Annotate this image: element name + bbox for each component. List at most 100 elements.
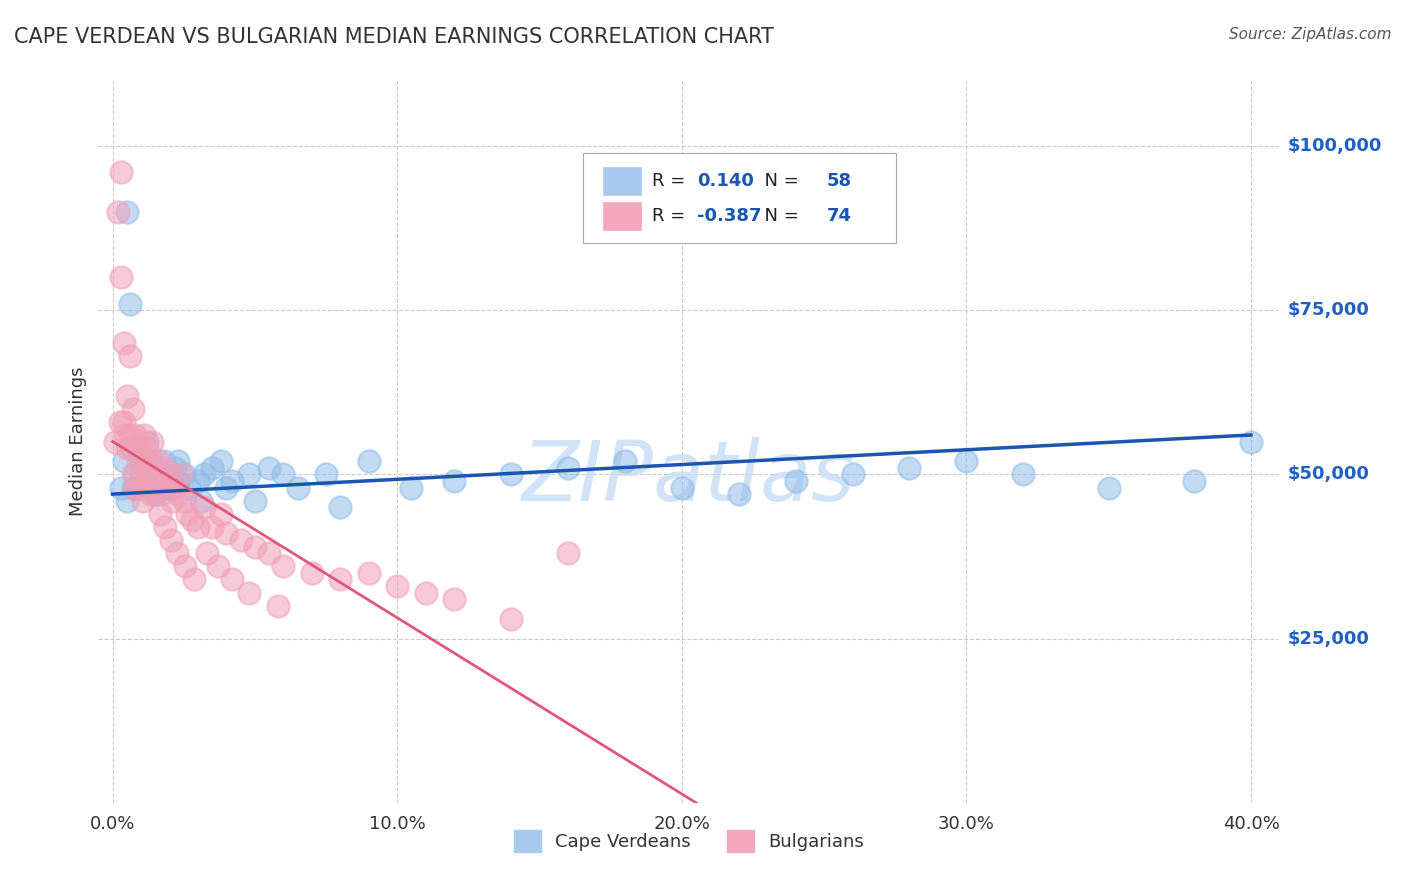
- Point: [142, 481, 165, 495]
- Point: [243, 493, 266, 508]
- Point: [148, 460, 170, 475]
- Point: [115, 388, 138, 402]
- Point: [181, 513, 204, 527]
- Point: [193, 500, 215, 515]
- Point: [201, 520, 224, 534]
- Point: [156, 481, 179, 495]
- Point: [215, 526, 238, 541]
- Point: [124, 467, 146, 482]
- Point: [149, 507, 172, 521]
- Point: [115, 493, 138, 508]
- Point: [499, 467, 522, 482]
- Point: [138, 454, 160, 468]
- Text: Source: ZipAtlas.com: Source: ZipAtlas.com: [1229, 27, 1392, 42]
- Point: [167, 454, 190, 468]
- Text: $100,000: $100,000: [1288, 137, 1382, 155]
- Point: [955, 454, 977, 468]
- Point: [143, 487, 166, 501]
- Point: [143, 467, 166, 482]
- Point: [121, 401, 143, 416]
- Point: [155, 520, 177, 534]
- Point: [193, 467, 215, 482]
- Point: [143, 487, 166, 501]
- Point: [159, 481, 181, 495]
- Point: [841, 467, 863, 482]
- Point: [173, 493, 195, 508]
- Point: [124, 481, 146, 495]
- Point: [287, 481, 309, 495]
- Point: [148, 454, 170, 468]
- Text: CAPE VERDEAN VS BULGARIAN MEDIAN EARNINGS CORRELATION CHART: CAPE VERDEAN VS BULGARIAN MEDIAN EARNING…: [14, 27, 773, 46]
- Point: [415, 585, 437, 599]
- Point: [127, 434, 149, 449]
- Point: [135, 467, 157, 482]
- Point: [176, 507, 198, 521]
- Point: [110, 481, 132, 495]
- Point: [174, 559, 197, 574]
- Point: [141, 434, 163, 449]
- Point: [173, 467, 195, 482]
- FancyBboxPatch shape: [582, 153, 896, 243]
- Point: [190, 493, 212, 508]
- Point: [162, 467, 184, 482]
- Point: [114, 428, 136, 442]
- Point: [132, 481, 155, 495]
- Point: [1012, 467, 1035, 482]
- Point: [118, 349, 141, 363]
- Text: 58: 58: [827, 172, 852, 190]
- Point: [443, 474, 465, 488]
- Point: [156, 474, 179, 488]
- Point: [238, 467, 260, 482]
- Point: [150, 474, 173, 488]
- Point: [201, 460, 224, 475]
- Point: [207, 559, 229, 574]
- Point: [165, 460, 187, 475]
- Point: [107, 204, 129, 219]
- Point: [112, 336, 135, 351]
- Text: N =: N =: [752, 172, 804, 190]
- Point: [443, 592, 465, 607]
- Point: [357, 454, 380, 468]
- Point: [165, 481, 187, 495]
- Point: [257, 460, 280, 475]
- Point: [167, 474, 190, 488]
- Point: [229, 533, 252, 547]
- FancyBboxPatch shape: [603, 168, 641, 194]
- Point: [727, 487, 749, 501]
- Point: [195, 546, 218, 560]
- Point: [315, 467, 337, 482]
- Point: [124, 428, 146, 442]
- Point: [129, 448, 152, 462]
- Point: [141, 454, 163, 468]
- Y-axis label: Median Earnings: Median Earnings: [69, 367, 87, 516]
- Point: [150, 487, 173, 501]
- Point: [138, 487, 160, 501]
- Point: [120, 441, 142, 455]
- Point: [112, 415, 135, 429]
- Point: [238, 585, 260, 599]
- Point: [118, 428, 141, 442]
- Point: [301, 566, 323, 580]
- Point: [170, 467, 193, 482]
- Point: [132, 428, 155, 442]
- Point: [221, 474, 243, 488]
- Point: [329, 573, 352, 587]
- Point: [183, 573, 205, 587]
- Point: [153, 460, 176, 475]
- Text: $50,000: $50,000: [1288, 466, 1369, 483]
- Point: [221, 573, 243, 587]
- Point: [108, 415, 131, 429]
- Point: [179, 481, 201, 495]
- Point: [401, 481, 423, 495]
- Point: [557, 546, 579, 560]
- Point: [162, 493, 184, 508]
- Text: R =: R =: [652, 172, 692, 190]
- Point: [160, 533, 183, 547]
- Point: [135, 434, 157, 449]
- Point: [243, 540, 266, 554]
- Point: [1240, 434, 1263, 449]
- Point: [187, 520, 209, 534]
- Point: [1098, 481, 1121, 495]
- Point: [121, 467, 143, 482]
- Point: [129, 454, 152, 468]
